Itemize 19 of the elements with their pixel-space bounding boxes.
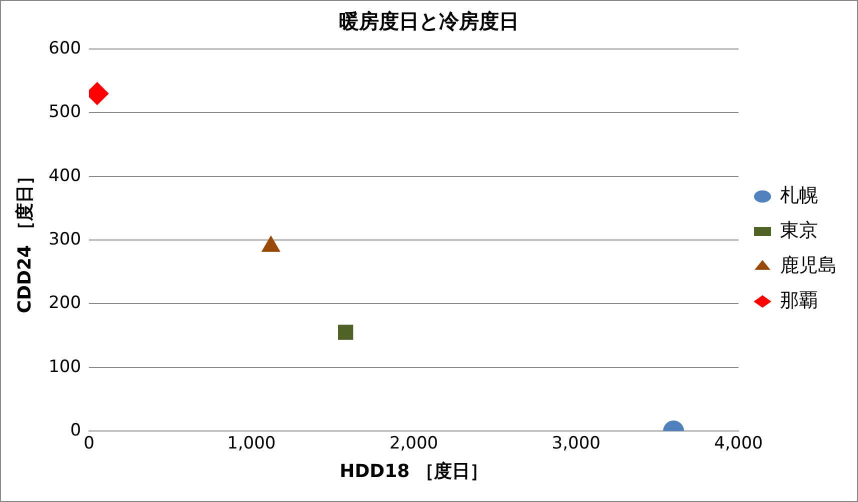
- x-tick-label: 0: [84, 434, 94, 454]
- legend-label: 札幌: [780, 184, 818, 206]
- x-tick-label: 1,000: [227, 434, 276, 454]
- y-tick-label: 300: [48, 229, 82, 250]
- y-tick-label: 200: [48, 293, 82, 314]
- legend-label: 那覇: [780, 289, 818, 312]
- y-tick-label: 0: [70, 420, 82, 440]
- legend-label: 鹿児島: [780, 254, 837, 276]
- y-tick-label: 100: [48, 356, 82, 377]
- y-tick-label: 400: [48, 166, 82, 186]
- y-tick-label: 600: [48, 38, 82, 58]
- x-tick-label: 4,000: [714, 434, 763, 454]
- x-tick-label: 2,000: [389, 434, 438, 454]
- chart-title: 暖房度日と冷房度日: [339, 9, 519, 34]
- legend-label: 東京: [780, 219, 818, 242]
- x-tick-label: 3,000: [552, 434, 600, 454]
- x-axis-title: HDD18 ［度日］: [340, 460, 488, 482]
- y-axis-title: CDD24 ［度日］: [14, 166, 36, 314]
- y-tick-label: 500: [48, 102, 82, 122]
